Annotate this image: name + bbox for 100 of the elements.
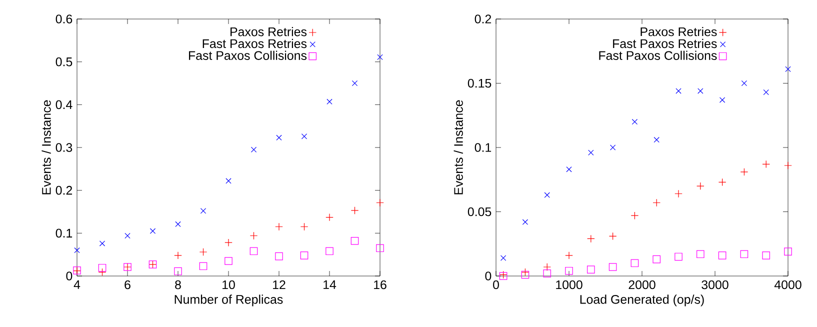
point [326, 98, 332, 105]
point [740, 250, 748, 258]
legend-label: Paxos Retries [640, 27, 717, 36]
point [352, 80, 358, 86]
legend-label: Fast Paxos Retries [202, 38, 307, 48]
point [150, 228, 156, 234]
point [326, 213, 334, 222]
x-tick-label: 4000 [774, 280, 802, 290]
point [718, 178, 726, 186]
legend-label: Fast Paxos Collisions [189, 50, 307, 60]
x-tick-label: 12 [273, 280, 286, 290]
x-tick-label: 2000 [628, 280, 656, 290]
point [74, 247, 80, 254]
point [301, 134, 308, 140]
legend-label: Fast Paxos Retries [613, 38, 717, 48]
y-axis-title: Events / Instance [454, 100, 463, 194]
point [740, 168, 748, 176]
point [521, 268, 530, 276]
point [300, 252, 308, 260]
point [174, 267, 182, 276]
point [376, 198, 384, 207]
point [199, 262, 208, 270]
point [587, 234, 595, 243]
point [608, 263, 617, 271]
point [199, 248, 208, 256]
point [124, 232, 130, 239]
point [696, 250, 704, 258]
point [784, 162, 792, 170]
x-tick-label: 14 [324, 280, 336, 289]
point [784, 248, 792, 256]
point [696, 182, 704, 190]
point [674, 252, 682, 261]
point [300, 222, 308, 231]
point [224, 257, 232, 265]
point [377, 54, 383, 60]
point [522, 219, 528, 225]
point [250, 247, 258, 256]
point [785, 66, 791, 72]
point [543, 270, 552, 278]
point [98, 264, 106, 272]
point [350, 236, 359, 245]
x-tick-label: 16 [374, 280, 386, 290]
point [276, 134, 282, 140]
y-tick-label: 0.1 [56, 228, 72, 238]
y-axis-title: Events / Instance [42, 100, 51, 194]
y-tick-label: 0.2 [56, 186, 72, 195]
point [224, 238, 232, 246]
point [175, 221, 181, 228]
point [565, 266, 573, 275]
y-tick-label: 0.1 [474, 143, 492, 152]
x-tick-label: 3000 [702, 280, 728, 290]
point [565, 252, 573, 260]
x-tick-label: 6 [124, 280, 130, 290]
x-tick-label: 8 [175, 280, 181, 290]
x-tick-label: 1000 [556, 280, 582, 290]
point [275, 222, 283, 231]
legend-label: Fast Paxos Collisions [599, 50, 717, 60]
point [174, 252, 182, 260]
point [275, 252, 283, 260]
point [376, 244, 384, 252]
point [630, 212, 639, 220]
point [652, 255, 661, 264]
point [654, 136, 660, 143]
y-tick-label: 0.6 [56, 14, 72, 24]
point [610, 144, 616, 150]
point [762, 252, 770, 260]
point [99, 240, 106, 246]
point [350, 206, 359, 214]
point [98, 268, 106, 276]
x-axis-title: Load Generated (op/s) [580, 294, 704, 306]
point [762, 160, 770, 168]
point [674, 190, 682, 198]
legend-label: Paxos Retries [230, 27, 307, 36]
point [652, 198, 661, 207]
point [250, 146, 257, 152]
point [543, 263, 552, 271]
point [741, 80, 748, 86]
point [326, 247, 334, 256]
point [226, 178, 232, 184]
point [566, 166, 572, 172]
point [250, 232, 258, 240]
point [632, 118, 638, 125]
point [676, 88, 682, 94]
y-tick-label: 0 [66, 272, 72, 280]
x-tick-label: 10 [222, 280, 235, 290]
point [630, 259, 639, 268]
y-tick-label: 0.05 [468, 207, 492, 216]
point [698, 88, 704, 94]
x-axis-title: Number of Replicas [174, 294, 283, 306]
point [588, 150, 594, 156]
point [587, 266, 595, 274]
y-tick-label: 0.15 [468, 78, 492, 88]
x-tick-label: 0 [493, 280, 499, 290]
point [718, 252, 726, 260]
y-tick-label: 0.2 [474, 14, 492, 24]
point [763, 89, 769, 96]
point [719, 97, 726, 103]
x-tick-label: 4 [74, 280, 80, 289]
y-tick-label: 0 [485, 272, 492, 280]
point [544, 192, 550, 198]
